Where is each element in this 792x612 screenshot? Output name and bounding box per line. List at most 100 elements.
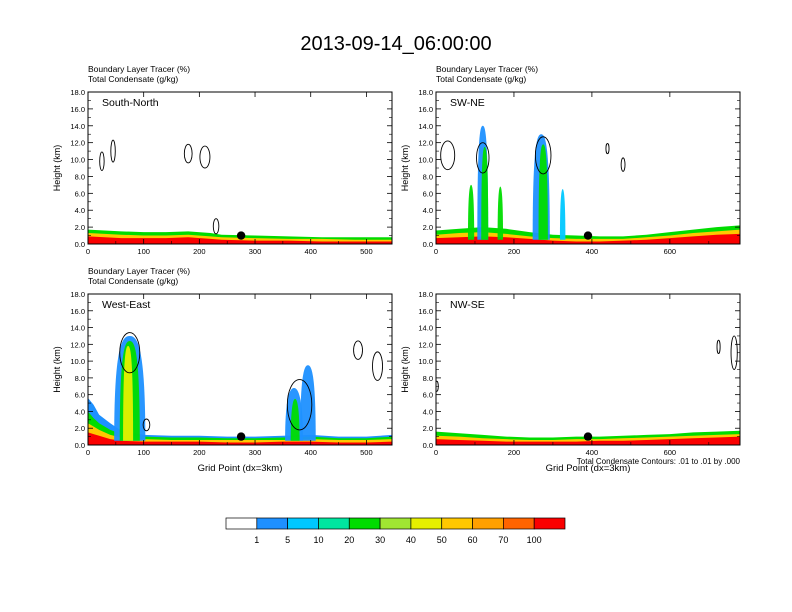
x-tick-label: 500 [360, 247, 373, 256]
panel-title-condensate: Total Condensate (g/kg) [88, 276, 178, 286]
condensate-contour-0 [716, 339, 721, 355]
y-axis-label: Height (km) [400, 145, 410, 192]
panel-west-east: 0.0 2.0 4.0 6.0 8.0 10.0 12.0 14.0 16.0 18.0 0 100 2… [52, 266, 393, 474]
plot-area [436, 125, 740, 244]
panel-sw-ne: 0.0 2.0 4.0 6.0 8.0 10.0 12.0 14.0 16.0 18.0 0 200 4… [400, 64, 741, 256]
colorbar-box [472, 517, 504, 530]
y-tick-label: 12.0 [418, 139, 433, 148]
colorbar-box [410, 517, 443, 530]
y-tick-label: 14.0 [418, 122, 433, 131]
y-tick-label: 18.0 [418, 88, 433, 97]
location-marker [236, 432, 246, 441]
y-tick-label: 4.0 [75, 206, 85, 215]
colorbar-label: 30 [375, 535, 385, 545]
colorbar-box [379, 517, 412, 530]
panel-title-tracer: Boundary Layer Tracer (%) [436, 64, 538, 74]
y-tick-label: 10.0 [418, 357, 433, 366]
colorbar-label: 70 [498, 535, 508, 545]
panel-label: SW-NE [450, 97, 485, 109]
plot-area [88, 139, 392, 244]
y-tick-label: 8.0 [423, 172, 433, 181]
x-axis-label: Grid Point (dx=3km) [546, 463, 631, 474]
y-tick-label: 10.0 [418, 156, 433, 165]
x-tick-label: 300 [249, 448, 262, 457]
y-axis-label: Height (km) [52, 346, 62, 393]
convective-cell-5 [497, 186, 504, 240]
tracer-layer-2 [436, 436, 740, 445]
x-tick-label: 600 [664, 247, 677, 256]
y-tick-label: 6.0 [423, 189, 433, 198]
condensate-contour-0 [119, 332, 141, 374]
y-tick-label: 10.0 [70, 357, 85, 366]
convective-cell-5 [290, 398, 300, 441]
location-marker [583, 432, 593, 441]
panels: 0.0 2.0 4.0 6.0 8.0 10.0 12.0 14.0 16.0 18.0 0 100 2… [52, 64, 741, 474]
condensate-contour-1 [730, 335, 738, 370]
panel-south-north: 0.0 2.0 4.0 6.0 8.0 10.0 12.0 14.0 16.0 18.0 0 100 2… [52, 64, 393, 256]
y-tick-label: 8.0 [75, 172, 85, 181]
convective-cell-6 [559, 189, 566, 240]
y-tick-label: 2.0 [75, 223, 85, 232]
condensate-contour-3 [605, 143, 610, 155]
condensate-contour-0 [440, 140, 456, 171]
y-tick-label: 4.0 [423, 407, 433, 416]
condensate-contour-4 [372, 351, 383, 381]
y-tick-label: 18.0 [70, 290, 85, 299]
x-tick-label: 100 [137, 247, 150, 256]
y-tick-label: 2.0 [423, 424, 433, 433]
contour-footnote: Total Condensate Contours: .01 to .01 by… [577, 457, 741, 466]
x-tick-label: 400 [586, 247, 599, 256]
x-tick-label: 200 [193, 247, 206, 256]
colorbar-label: 60 [468, 535, 478, 545]
x-tick-label: 0 [434, 448, 438, 457]
y-tick-label: 18.0 [418, 290, 433, 299]
y-tick-label: 4.0 [423, 206, 433, 215]
y-tick-label: 16.0 [70, 105, 85, 114]
panel-title-tracer: Boundary Layer Tracer (%) [88, 64, 190, 74]
condensate-contour-3 [199, 145, 211, 169]
tracer-layer-2 [88, 236, 392, 244]
y-tick-label: 16.0 [70, 307, 85, 316]
figure-title: 2013-09-14_06:00:00 [300, 33, 491, 55]
colorbar-box [318, 517, 350, 530]
y-tick-label: 14.0 [70, 122, 85, 131]
x-axis-label: Grid Point (dx=3km) [198, 463, 283, 474]
y-tick-label: 16.0 [418, 105, 433, 114]
y-tick-label: 14.0 [418, 324, 433, 333]
x-tick-label: 0 [434, 247, 438, 256]
x-tick-label: 0 [86, 448, 90, 457]
location-marker [583, 231, 593, 240]
x-tick-label: 200 [193, 448, 206, 457]
plot-area [436, 335, 740, 445]
x-tick-label: 200 [508, 247, 521, 256]
y-tick-label: 10.0 [70, 156, 85, 165]
panel-label: NW-SE [450, 299, 485, 311]
colorbar-label: 10 [313, 535, 323, 545]
colorbar-box [287, 517, 319, 530]
condensate-contour-1 [476, 142, 490, 174]
panel-label: West-East [102, 299, 150, 311]
panel-title-condensate: Total Condensate (g/kg) [88, 74, 178, 84]
colorbar-label: 1 [254, 535, 259, 545]
x-tick-label: 500 [360, 448, 373, 457]
condensate-contour-1 [110, 139, 116, 163]
convective-cell-4 [467, 184, 475, 240]
convective-cell-3 [300, 365, 316, 441]
panel-nw-se: 0.0 2.0 4.0 6.0 8.0 10.0 12.0 14.0 16.0 18.0 0 200 4… [400, 290, 741, 474]
x-tick-label: 600 [664, 448, 677, 457]
tracer-layer-2 [88, 423, 392, 445]
condensate-contour-2 [286, 379, 313, 431]
x-tick-label: 100 [137, 448, 150, 457]
y-tick-label: 0.0 [423, 441, 433, 450]
y-tick-label: 6.0 [75, 391, 85, 400]
condensate-contour-2 [534, 136, 552, 175]
y-tick-label: 2.0 [75, 424, 85, 433]
x-tick-label: 400 [586, 448, 599, 457]
y-tick-label: 12.0 [70, 139, 85, 148]
colorbar-box [348, 517, 381, 530]
colorbar-box [441, 517, 473, 530]
condensate-contour-1 [142, 418, 151, 432]
y-tick-label: 4.0 [75, 407, 85, 416]
y-tick-label: 12.0 [70, 340, 85, 349]
